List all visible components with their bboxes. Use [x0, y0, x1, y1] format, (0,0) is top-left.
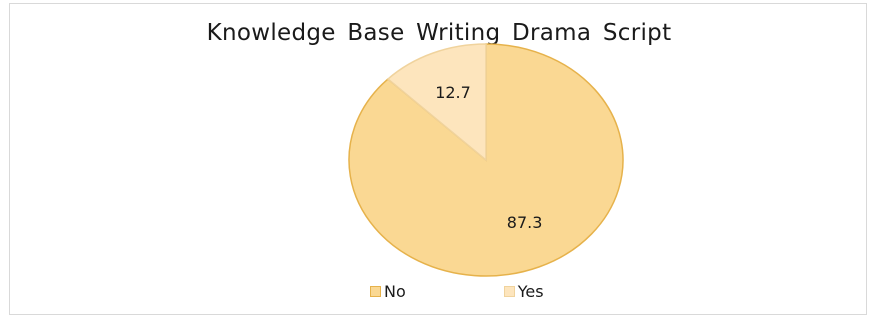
legend-swatch-yes	[503, 285, 515, 297]
data-label-no: 87.3	[507, 213, 543, 232]
legend-label-no: No	[384, 281, 406, 301]
legend-item-no: No	[370, 282, 406, 301]
pie-chart: 87.3 12.7	[348, 43, 624, 277]
legend: No Yes	[370, 280, 544, 302]
pie-slice-yes	[386, 43, 487, 162]
legend-item-yes: Yes	[503, 281, 544, 301]
chart-frame: Knowledge Base Writing Drama Script 87.3…	[9, 3, 867, 315]
chart-title: Knowledge Base Writing Drama Script	[206, 20, 672, 46]
legend-swatch-no	[370, 285, 381, 297]
legend-label-yes: Yes	[517, 281, 544, 301]
data-label-yes: 12.7	[435, 83, 471, 102]
